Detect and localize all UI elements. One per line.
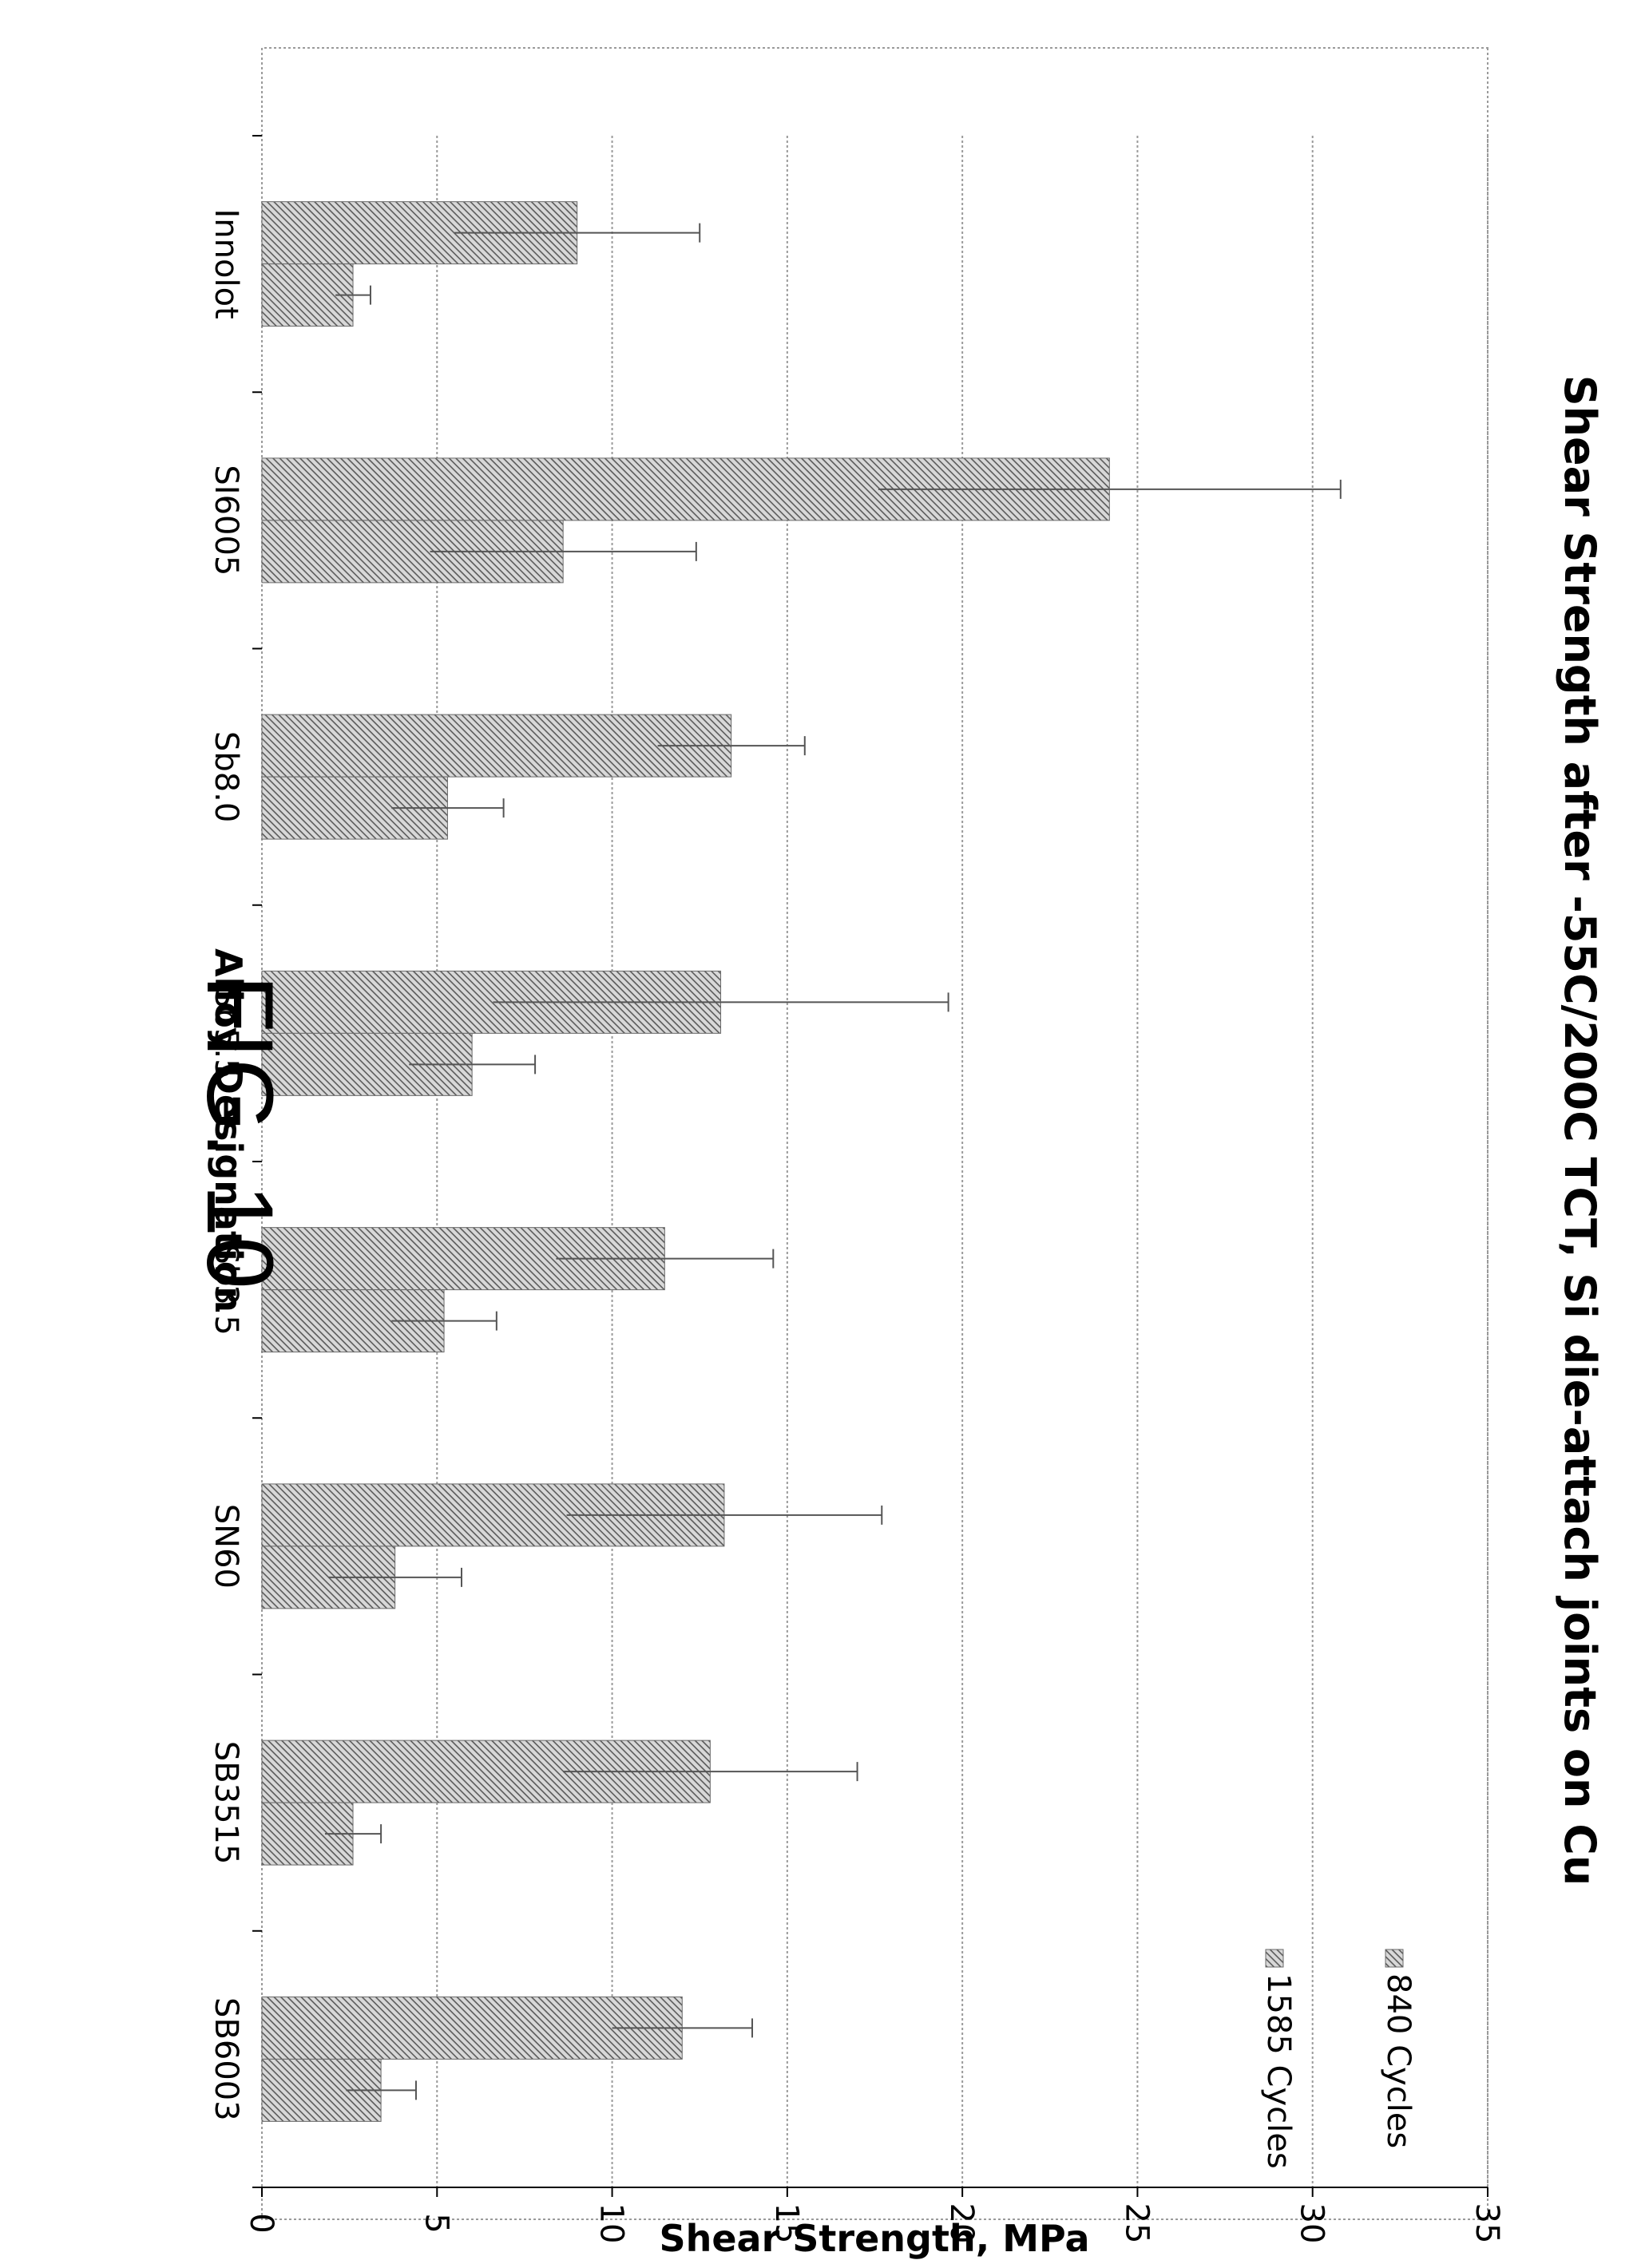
legend-label: 840 Cycles: [1380, 1973, 1417, 2148]
x-tick-label: Innolot: [208, 209, 244, 319]
grid-lines: [436, 136, 1488, 2187]
y-tick-label: 5: [418, 2213, 454, 2233]
y-tick-label: 20: [943, 2203, 980, 2244]
legend: 840 Cycles 1585 Cycles: [1260, 1949, 1417, 2169]
y-tick-label: 25: [1118, 2203, 1155, 2244]
x-tick-label: SB6003: [208, 1997, 244, 2121]
error-bars-layer: [324, 223, 1342, 2100]
x-tick-label: Sb3.5: [208, 1244, 244, 1335]
axes-layer: [252, 135, 1488, 2197]
y-tick-label: 10: [593, 2203, 630, 2244]
x-tick-label: SB3515: [208, 1741, 244, 1865]
y-tick-label: 30: [1294, 2203, 1330, 2244]
x-axis-title: Alloy Designation: [207, 948, 250, 1312]
figure-caption: FIG. 10: [187, 975, 292, 1288]
plot-area: [261, 47, 1488, 2220]
y-tick-label: 35: [1469, 2203, 1505, 2244]
labels-layer: 0 5 10 15 20 25 30 35 SB6003 SB3515 SN60 Sb3.5 Sb5.5…: [208, 209, 1505, 2244]
legend-swatch: [1265, 1949, 1284, 1968]
x-tick-label: Sb8.0: [208, 731, 244, 822]
y-tick-label: 15: [768, 2203, 805, 2244]
legend-swatch: [1385, 1949, 1404, 1968]
y-axis-title: Shear Strength, MPa: [659, 2217, 1089, 2260]
x-tick-label: SI6005: [208, 465, 244, 576]
chart-title: Shear Strength after -55C/200C TCT, Si d…: [1555, 375, 1605, 1886]
bars-layer: [261, 201, 1110, 2122]
legend-label: 1585 Cycles: [1260, 1973, 1297, 2169]
y-tick-label: 0: [243, 2213, 279, 2233]
x-tick-label: Sb5.5: [208, 988, 244, 1079]
x-tick-label: SN60: [208, 1504, 244, 1589]
